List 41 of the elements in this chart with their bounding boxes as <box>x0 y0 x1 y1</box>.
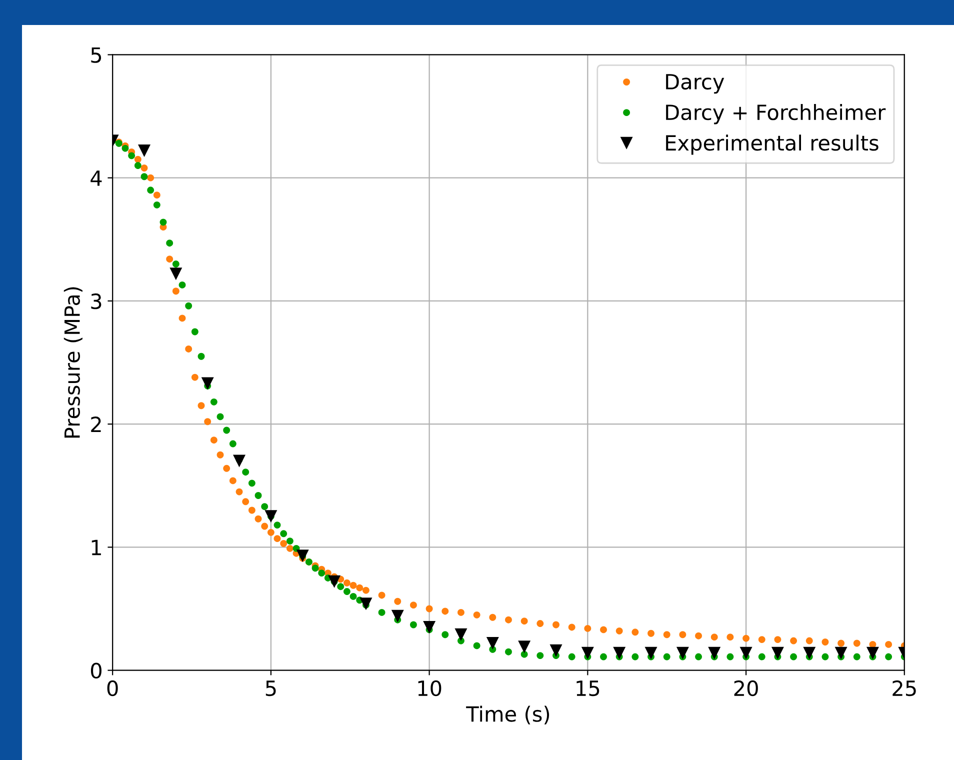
y-tick-label: 3 <box>91 293 102 310</box>
x-tick-label: 20 <box>734 680 758 696</box>
point <box>550 644 562 657</box>
point <box>264 510 278 523</box>
x-axis-title: Time (s) <box>466 706 550 724</box>
point <box>454 628 468 641</box>
point <box>486 636 499 650</box>
point <box>644 646 658 660</box>
legend-label: Experimental results <box>666 134 878 155</box>
x-tick-label: 10 <box>418 680 442 696</box>
point <box>233 454 246 468</box>
x-tick-label: 5 <box>266 680 276 696</box>
point <box>740 646 752 660</box>
y-tick-label: 0 <box>90 662 102 679</box>
y-axis-title: Pressure (MPa) <box>64 287 82 438</box>
x-tick-label: 0 <box>107 680 118 696</box>
point <box>201 377 214 390</box>
point <box>581 646 594 660</box>
point <box>423 620 436 634</box>
point <box>834 646 848 660</box>
x-tick-label: 15 <box>576 680 600 696</box>
point <box>138 144 150 158</box>
point <box>360 598 372 610</box>
point <box>296 550 309 562</box>
y-tick-label: 4 <box>90 170 102 186</box>
point <box>803 646 816 660</box>
point <box>676 646 689 660</box>
y-tick-label: 5 <box>91 47 102 63</box>
point <box>328 575 341 588</box>
point <box>391 610 404 622</box>
point <box>771 646 784 660</box>
legend-label: Darcy + Forchheimer <box>666 104 886 124</box>
y-tick-label: 2 <box>91 416 101 432</box>
point <box>170 268 182 280</box>
point <box>866 646 879 660</box>
x-tick-label: 25 <box>892 680 916 696</box>
y-tick-label: 1 <box>92 540 101 556</box>
point <box>518 640 531 654</box>
point <box>613 646 626 660</box>
point <box>708 646 721 660</box>
legend-label: Darcy <box>666 74 724 94</box>
